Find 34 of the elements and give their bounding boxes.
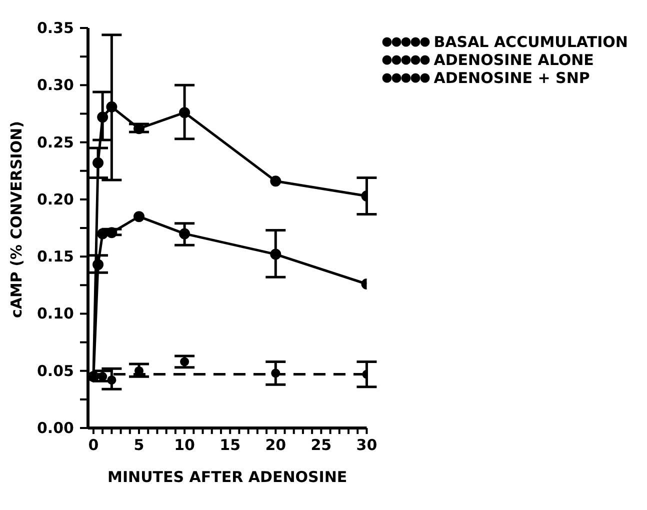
x-tick-label: 0 [88, 436, 99, 454]
point [134, 211, 145, 222]
point [179, 107, 190, 118]
x-axis-title: MINUTES AFTER ADENOSINE [108, 468, 348, 486]
legend-label: ADENOSINE ALONE [434, 51, 594, 69]
point [271, 368, 280, 378]
x-tick-label: 10 [174, 436, 195, 454]
y-tick-label: 0.00 [36, 419, 74, 437]
point [180, 357, 190, 366]
point [97, 112, 108, 123]
y-tick-label: 0.20 [36, 190, 74, 208]
legend-label: BASAL ACCUMULATION [434, 33, 628, 51]
point [92, 259, 104, 270]
point [270, 176, 282, 187]
point [97, 228, 108, 240]
y-tick-label: 0.25 [36, 133, 74, 152]
point [92, 157, 104, 168]
legend-label: ADENOSINE + SNP [434, 69, 590, 87]
y-tick-label: 0.15 [36, 248, 74, 266]
point [106, 101, 118, 112]
y-tick-label: 0.05 [36, 362, 74, 380]
point [179, 228, 190, 240]
y-tick-label: 0.35 [36, 19, 74, 37]
y-axis-title: cAMP (% CONVERSION) [7, 120, 26, 318]
x-tick-label: 5 [134, 436, 144, 454]
point [107, 375, 116, 385]
x-tick-label: 30 [356, 436, 378, 454]
point [270, 248, 282, 260]
y-tick-label: 0.30 [36, 76, 74, 94]
point [106, 227, 118, 238]
y-tick-label: 0.10 [36, 304, 74, 323]
x-tick-label: 15 [220, 436, 241, 454]
x-tick-label: 20 [265, 436, 286, 454]
x-tick-label: 25 [310, 436, 332, 454]
